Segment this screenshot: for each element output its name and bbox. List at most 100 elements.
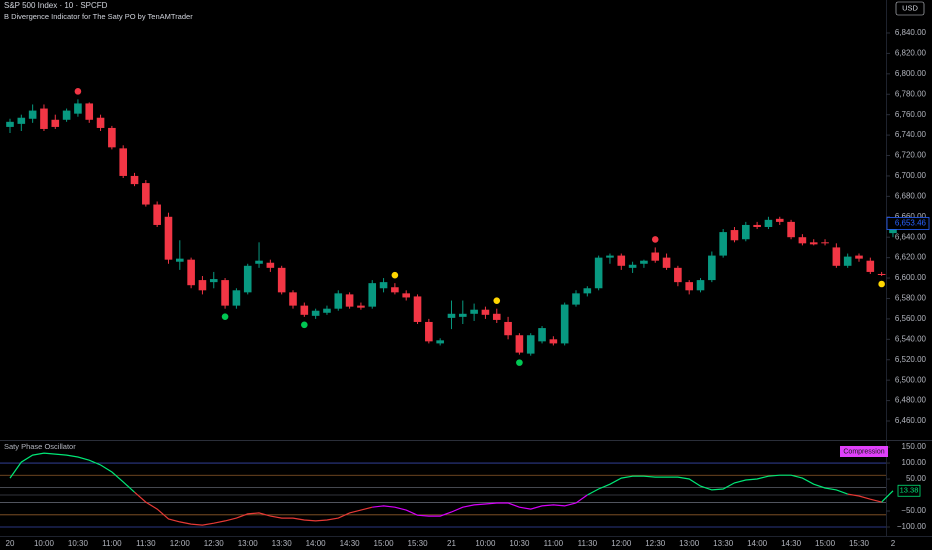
y-tick-label: 6,580.00 [895, 294, 927, 303]
candle-body [606, 255, 614, 258]
badge-label: Compression [843, 448, 884, 455]
candle-body [176, 258, 184, 262]
x-tick-label: 15:30 [849, 539, 870, 548]
candle-body [470, 309, 478, 314]
x-tick-label: 10:30 [509, 539, 530, 548]
candle-body [855, 255, 863, 259]
candle-body [696, 280, 705, 291]
signal-dot [221, 313, 229, 320]
candle-body [142, 183, 150, 205]
candle-body [832, 247, 841, 266]
y-tick-label: 6,460.00 [895, 416, 927, 425]
candle-body [413, 296, 422, 322]
candle-body [594, 257, 603, 289]
signal-dot [74, 88, 82, 95]
candle-body [51, 119, 60, 127]
candle-body [628, 264, 637, 268]
y-tick-label: 6,760.00 [895, 110, 927, 119]
candle-body [492, 313, 501, 320]
candle-body [40, 108, 48, 129]
y-tick-label: −50.00 [901, 506, 926, 515]
x-tick-label: 14:00 [747, 539, 768, 548]
candle-body [119, 148, 127, 176]
oscillator-title: Saty Phase Oscillator [4, 442, 76, 451]
x-tick-label: 11:00 [102, 539, 122, 548]
candle-body [719, 232, 727, 256]
y-tick-label: 6,720.00 [895, 151, 927, 160]
candle-body [323, 308, 331, 313]
candle-body [560, 304, 569, 344]
candle-body [164, 216, 173, 260]
candle-body [277, 267, 286, 293]
y-tick-label: 6,740.00 [895, 130, 927, 139]
candle-body [809, 242, 818, 245]
x-tick-label: 2 [891, 539, 896, 548]
candle-body [526, 335, 535, 354]
x-tick-label: 14:30 [340, 539, 361, 548]
symbol-title: S&P 500 Index · 10 · SPCFD [4, 1, 108, 10]
x-tick-label: 14:00 [306, 539, 327, 548]
currency-label: USD [902, 3, 918, 12]
badge-box [840, 446, 888, 457]
candle-body [334, 293, 343, 309]
y-tick-label: 6,700.00 [895, 171, 927, 180]
candle-body [877, 273, 886, 275]
x-tick-label: 21 [447, 539, 456, 548]
signal-dot [878, 280, 885, 288]
candle-body [730, 230, 739, 241]
currency-button[interactable] [895, 1, 925, 16]
x-tick-label: 15:00 [815, 539, 836, 548]
candle-body [515, 335, 524, 353]
candle-body [549, 339, 558, 344]
candle-body [6, 121, 14, 127]
y-tick-label: 6,780.00 [895, 89, 927, 98]
candle-body [17, 117, 26, 124]
signal-dot [493, 297, 501, 304]
x-tick-label: 20 [6, 539, 15, 548]
candle-body [866, 260, 875, 272]
y-tick-label: 50.00 [906, 474, 927, 483]
x-tick-label: 10:00 [475, 539, 496, 548]
signal-dot [516, 359, 523, 366]
candle-body [243, 265, 252, 293]
candle-body [617, 255, 626, 266]
candle-body [775, 218, 784, 222]
x-tick-label: 12:00 [611, 539, 632, 548]
x-tick-label: 12:00 [170, 539, 191, 548]
candle-body [402, 293, 410, 298]
candle-body [447, 313, 456, 318]
y-tick-label: 6,500.00 [895, 375, 927, 384]
y-tick-label: 6,620.00 [895, 253, 927, 262]
x-tick-label: 13:00 [238, 539, 259, 548]
x-tick-label: 11:30 [578, 539, 598, 548]
candle-body [708, 255, 716, 281]
candle-body [368, 283, 377, 307]
y-tick-label: 6,480.00 [895, 396, 927, 405]
y-tick-label: 6,660.00 [895, 212, 927, 221]
y-tick-label: −100.00 [897, 522, 927, 531]
candle-body [436, 340, 444, 344]
y-tick-label: 6,560.00 [895, 314, 927, 323]
candle-body [28, 110, 37, 119]
y-tick-label: 6,520.00 [895, 355, 927, 364]
x-tick-label: 15:30 [408, 539, 429, 548]
signal-dot [391, 271, 399, 279]
x-tick-label: 13:00 [679, 539, 700, 548]
candle-body [742, 224, 750, 240]
candle-body [391, 287, 399, 293]
x-tick-label: 12:30 [204, 539, 225, 548]
y-tick-label: 6,800.00 [895, 69, 927, 78]
candle-body [379, 282, 388, 289]
candle-body [640, 260, 648, 264]
candle-body [538, 328, 546, 342]
y-tick-label: 6,640.00 [895, 232, 927, 241]
y-tick-label: 6,540.00 [895, 334, 927, 343]
candle-body [583, 288, 592, 294]
x-tick-label: 13:30 [713, 539, 734, 548]
candle-body [153, 204, 161, 225]
candle-body [425, 321, 433, 342]
candle-body [651, 252, 660, 261]
candle-body [345, 294, 354, 307]
